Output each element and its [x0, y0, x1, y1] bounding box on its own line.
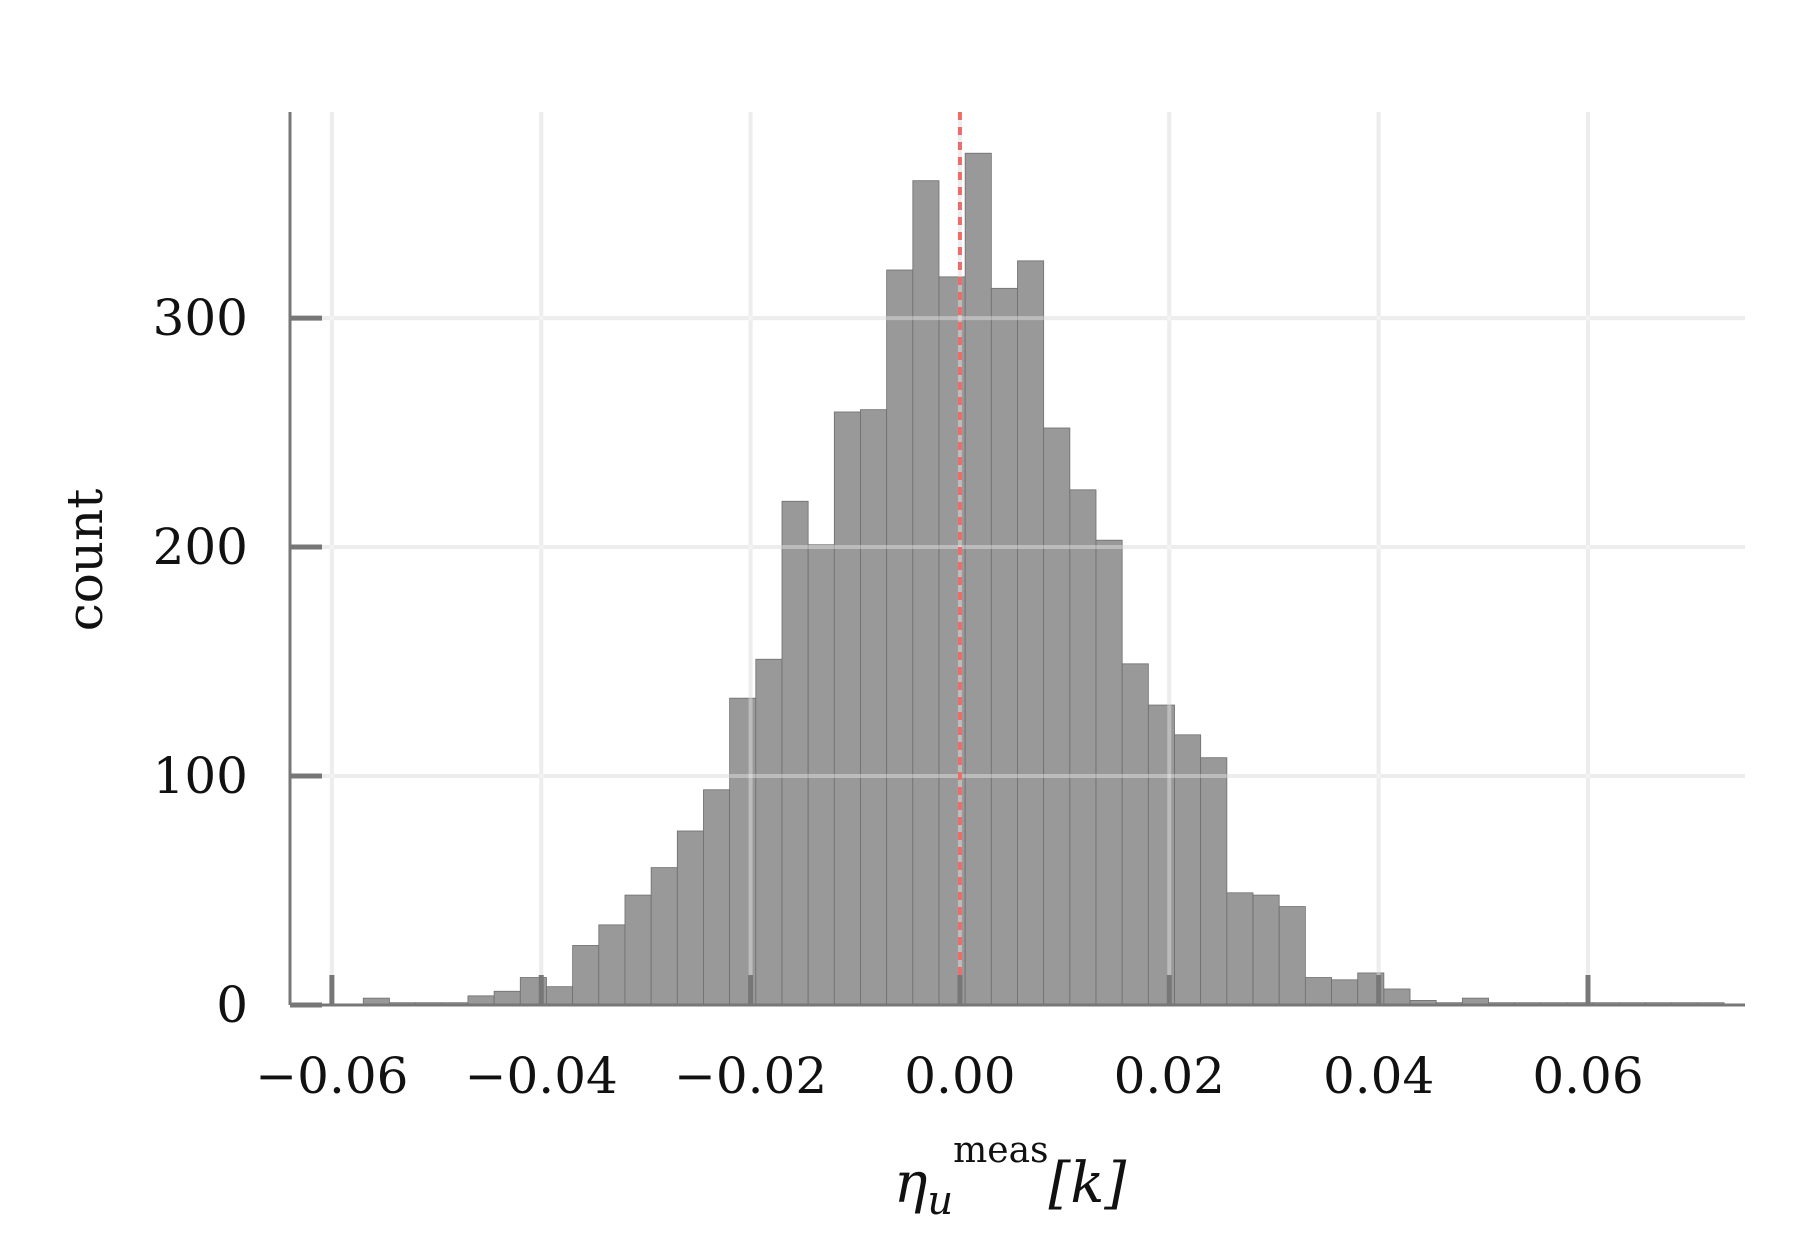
histogram-bar [676, 830, 704, 1006]
x-tick-label: 0.04 [1323, 1047, 1434, 1105]
x-tick-label: −0.02 [674, 1047, 827, 1105]
y-tick-label: 200 [153, 518, 248, 576]
histogram-bar [650, 867, 678, 1006]
histogram-bar [598, 924, 626, 1006]
histogram-bar [703, 789, 731, 1006]
histogram-bar [1174, 734, 1202, 1006]
histogram-bar [1069, 489, 1097, 1006]
histogram-bar [990, 287, 1018, 1006]
histogram-bar [912, 180, 940, 1006]
y-axis-label: count [56, 489, 114, 632]
y-tick-label: 100 [153, 747, 248, 805]
histogram-bar [1147, 704, 1175, 1006]
histogram-bar [781, 500, 809, 1006]
histogram-bar [1226, 892, 1254, 1006]
histogram-bar [1252, 894, 1280, 1006]
x-tick-label: −0.04 [465, 1047, 618, 1105]
y-tick-label: 0 [216, 976, 248, 1034]
histogram-bar [860, 409, 888, 1006]
x-axis-label: ηumeas[k] [894, 1130, 1127, 1224]
histogram-bar [1043, 427, 1071, 1006]
histogram-bar [729, 697, 757, 1006]
histogram-bar [1017, 260, 1045, 1006]
x-tick-label: 0.00 [904, 1047, 1015, 1105]
x-axis-label-suffix: [k] [1049, 1151, 1127, 1216]
x-tick-label: 0.02 [1114, 1047, 1225, 1105]
x-axis-label-base: η [894, 1151, 928, 1216]
y-ticks: 0 100 200 300 [153, 289, 322, 1034]
bars [290, 112, 1745, 1006]
histogram-bar [572, 945, 600, 1006]
histogram-bar [1304, 977, 1332, 1006]
histogram-bar [886, 269, 914, 1006]
histogram-bar [1200, 757, 1228, 1006]
x-tick-label: 0.06 [1532, 1047, 1643, 1105]
histogram-bar [1278, 906, 1306, 1006]
axes [288, 112, 1745, 1007]
histogram-bar [624, 894, 652, 1006]
histogram-bar [1383, 988, 1411, 1006]
histogram-bar [964, 152, 992, 1006]
x-axis-label-subscript: u [927, 1178, 953, 1224]
histogram-bar [833, 411, 861, 1006]
histogram-bar [546, 986, 574, 1006]
x-axis-label-superscript: meas [953, 1130, 1048, 1171]
histogram-bar [755, 658, 783, 1006]
x-tick-label: −0.06 [255, 1047, 408, 1105]
histogram-bar [1095, 539, 1123, 1006]
histogram-bar [1331, 979, 1359, 1006]
histogram-bar [1121, 663, 1149, 1006]
x-ticks: −0.06 −0.04 −0.02 0.00 0.02 0.04 0.06 [255, 975, 1644, 1105]
y-tick-label: 300 [153, 289, 248, 347]
histogram-bar [493, 990, 521, 1006]
